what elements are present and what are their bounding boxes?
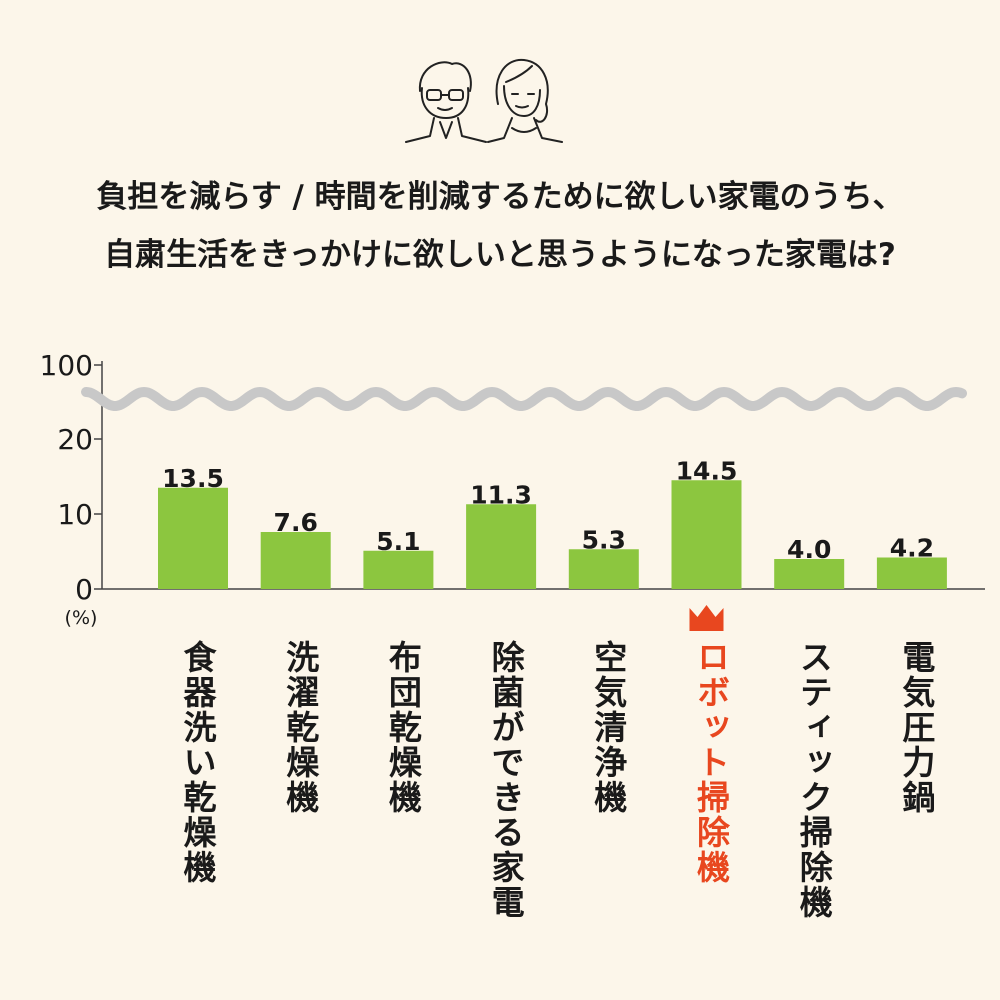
bar (260, 532, 331, 589)
bar (568, 549, 639, 589)
data-label: 11.3 (470, 480, 532, 509)
x-tick-label: 食器洗い乾燥機 (178, 640, 217, 885)
title-line-2: 自粛生活をきっかけに欲しいと思うようになった家電は? (104, 237, 896, 273)
data-label: 14.5 (676, 456, 738, 485)
crown-icon (689, 605, 724, 631)
x-tick-label: 空気清浄機 (588, 640, 628, 815)
bar (363, 550, 434, 589)
x-tick-label: 除菌ができる家電 (486, 640, 526, 920)
data-label: 7.6 (274, 508, 318, 537)
x-tick-label: ロボット掃除機 (691, 640, 731, 885)
x-tick-label: 布団乾燥機 (383, 640, 423, 815)
x-tick-label: 電気圧力鍋 (896, 640, 936, 815)
x-tick-label: 洗濯乾燥機 (280, 640, 320, 815)
bar (671, 480, 742, 589)
y-axis-unit-label: (%) (65, 607, 98, 629)
data-label: 4.0 (787, 535, 831, 564)
y-tick-label: 20 (57, 423, 93, 456)
y-tick-label: 0 (75, 573, 93, 606)
bar (466, 504, 537, 589)
elderly-couple-icon (405, 58, 563, 143)
bar (158, 487, 228, 589)
title-line-1: 負担を減らす / 時間を削減するために欲しい家電のうち、 (96, 179, 904, 215)
data-label: 5.3 (582, 525, 626, 554)
data-label: 4.2 (890, 534, 934, 563)
data-label: 5.1 (376, 527, 420, 556)
y-tick-label: 100 (40, 349, 93, 382)
x-tick-label: スティック掃除機 (794, 640, 834, 920)
y-tick-label: 10 (57, 498, 93, 531)
bar (876, 557, 947, 589)
chart-title: 負担を減らす / 時間を削減するために欲しい家電のうち、 自粛生活をきっかけに欲… (0, 168, 1000, 284)
bar (774, 559, 845, 589)
data-label: 13.5 (162, 464, 224, 493)
axis-break-wave (81, 386, 967, 411)
